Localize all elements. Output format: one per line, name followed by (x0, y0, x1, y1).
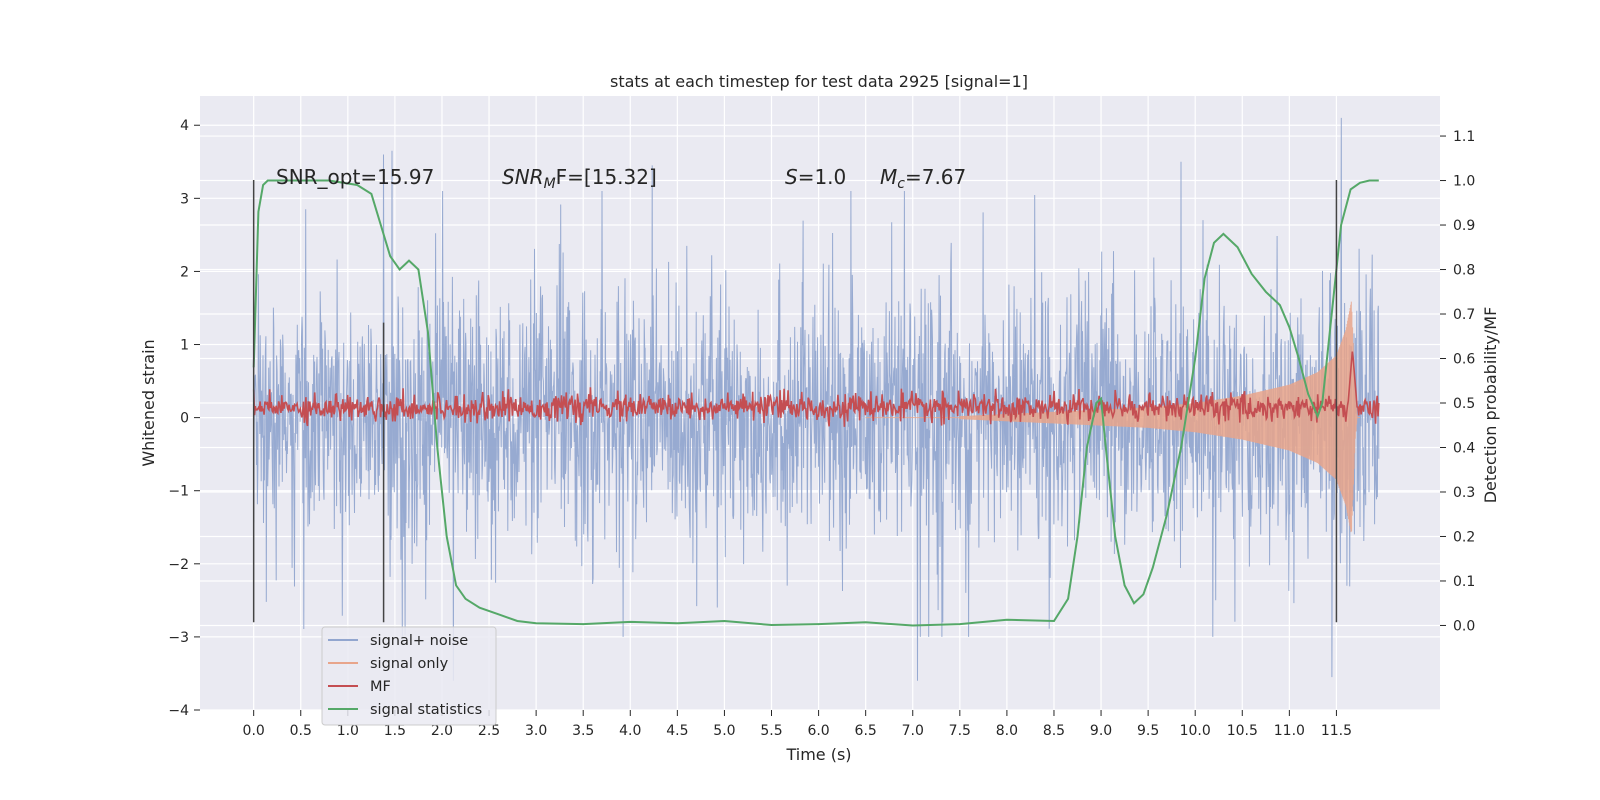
x-tick-label: 8.0 (996, 723, 1018, 739)
x-tick-label: 3.5 (572, 723, 594, 739)
y-tick-label: 3 (180, 191, 189, 207)
annotation-mc-value: =7.67 (905, 165, 966, 189)
legend-box (321, 626, 497, 726)
y2-tick-label: 1.1 (1453, 129, 1475, 145)
series-mf-line (252, 351, 1380, 427)
legend-label-mf: MF (370, 679, 391, 695)
legend: signal+ noise signal only MF signal stat… (321, 626, 497, 726)
y-tick-label: 0 (180, 411, 189, 427)
y2-tick-label: 0.7 (1453, 307, 1475, 323)
x-tick-label: 2.0 (431, 723, 453, 739)
annotation-snr-mf-subscript: M (544, 176, 556, 192)
y2-tick-label: 0.6 (1453, 352, 1475, 368)
x-tick-label: 0.0 (243, 723, 265, 739)
y-tick-label: 2 (180, 264, 189, 280)
y2-tick-label: 1.0 (1453, 174, 1475, 190)
legend-label-signal-noise: signal+ noise (370, 633, 468, 649)
annotation-snr-mf-symbol: SNR (502, 165, 544, 189)
x-tick-label: 7.5 (949, 723, 971, 739)
y-tick-label: −4 (168, 703, 189, 719)
y2-tick-label: 0.1 (1453, 574, 1475, 590)
x-tick-label: 4.0 (619, 723, 641, 739)
x-tick-label: 1.0 (337, 723, 359, 739)
y-tick-label: −2 (168, 557, 189, 573)
annotation-s-value: =1.0 (798, 165, 847, 189)
legend-label-signal-statistics: signal statistics (370, 702, 482, 718)
y-axis-label: Whitened strain (139, 339, 158, 466)
annotation-snr-mf-value: F=[15.32] (556, 165, 657, 189)
vertical-markers (252, 180, 1338, 623)
x-tick-label: 9.5 (1137, 723, 1159, 739)
y-tick-label: −3 (168, 630, 189, 646)
x-tick-label: 5.5 (760, 723, 782, 739)
y-tick-label: 4 (180, 118, 189, 134)
x-tick-label: 10.5 (1227, 723, 1258, 739)
y2-tick-label: 0.0 (1453, 618, 1475, 634)
x-tick-label: 10.0 (1180, 723, 1211, 739)
x-tick-label: 4.5 (666, 723, 688, 739)
y-tick-label: −1 (168, 484, 189, 500)
x-tick-label: 0.5 (290, 723, 312, 739)
annotation-snr-opt: SNR_opt=15.97 (276, 165, 434, 189)
axes: 0.0 0.5 1.0 1.5 2.0 2.5 3.0 3.5 4.0 4.5 5.0 5.5 6.0 6… (168, 118, 1475, 739)
y2-tick-label: 0.4 (1453, 440, 1475, 456)
y2-tick-label: 0.9 (1453, 218, 1475, 234)
annotation-s: S=1.0 (785, 165, 846, 189)
x-tick-label: 11.0 (1274, 723, 1305, 739)
legend-label-signal-only: signal only (370, 656, 449, 672)
annotation-mc: Mc=7.67 (880, 165, 966, 192)
x-tick-label: 3.0 (525, 723, 547, 739)
x-tick-label: 5.0 (713, 723, 735, 739)
x-tick-label: 2.5 (478, 723, 500, 739)
y2-tick-label: 0.2 (1453, 529, 1475, 545)
series-signal-noise-line (253, 117, 1380, 681)
x-tick-label: 6.5 (855, 723, 877, 739)
annotation-s-symbol: S (785, 165, 798, 189)
y2-axis-label: Detection probability/MF (1481, 307, 1500, 504)
y2-tick-label: 0.8 (1453, 263, 1475, 279)
annotation-snr-mf: SNRMF=[15.32] (502, 165, 657, 192)
y2-tick-label: 0.3 (1453, 485, 1475, 501)
x-tick-label: 7.0 (902, 723, 924, 739)
data-layer (252, 117, 1380, 681)
x-axis-label: Time (s) (785, 745, 851, 764)
x-tick-label: 1.5 (384, 723, 406, 739)
x-tick-label: 6.0 (807, 723, 829, 739)
chart-title: stats at each timestep for test data 292… (610, 72, 1028, 91)
series-signal-statistics-line (252, 179, 1379, 627)
annotation-mc-symbol: M (880, 165, 897, 189)
x-tick-label: 8.5 (1043, 723, 1065, 739)
y-tick-label: 1 (180, 338, 189, 354)
x-tick-label: 9.0 (1090, 723, 1112, 739)
x-tick-label: 11.5 (1321, 723, 1352, 739)
annotation-mc-subscript: c (897, 176, 905, 192)
y2-tick-label: 0.5 (1453, 396, 1475, 412)
